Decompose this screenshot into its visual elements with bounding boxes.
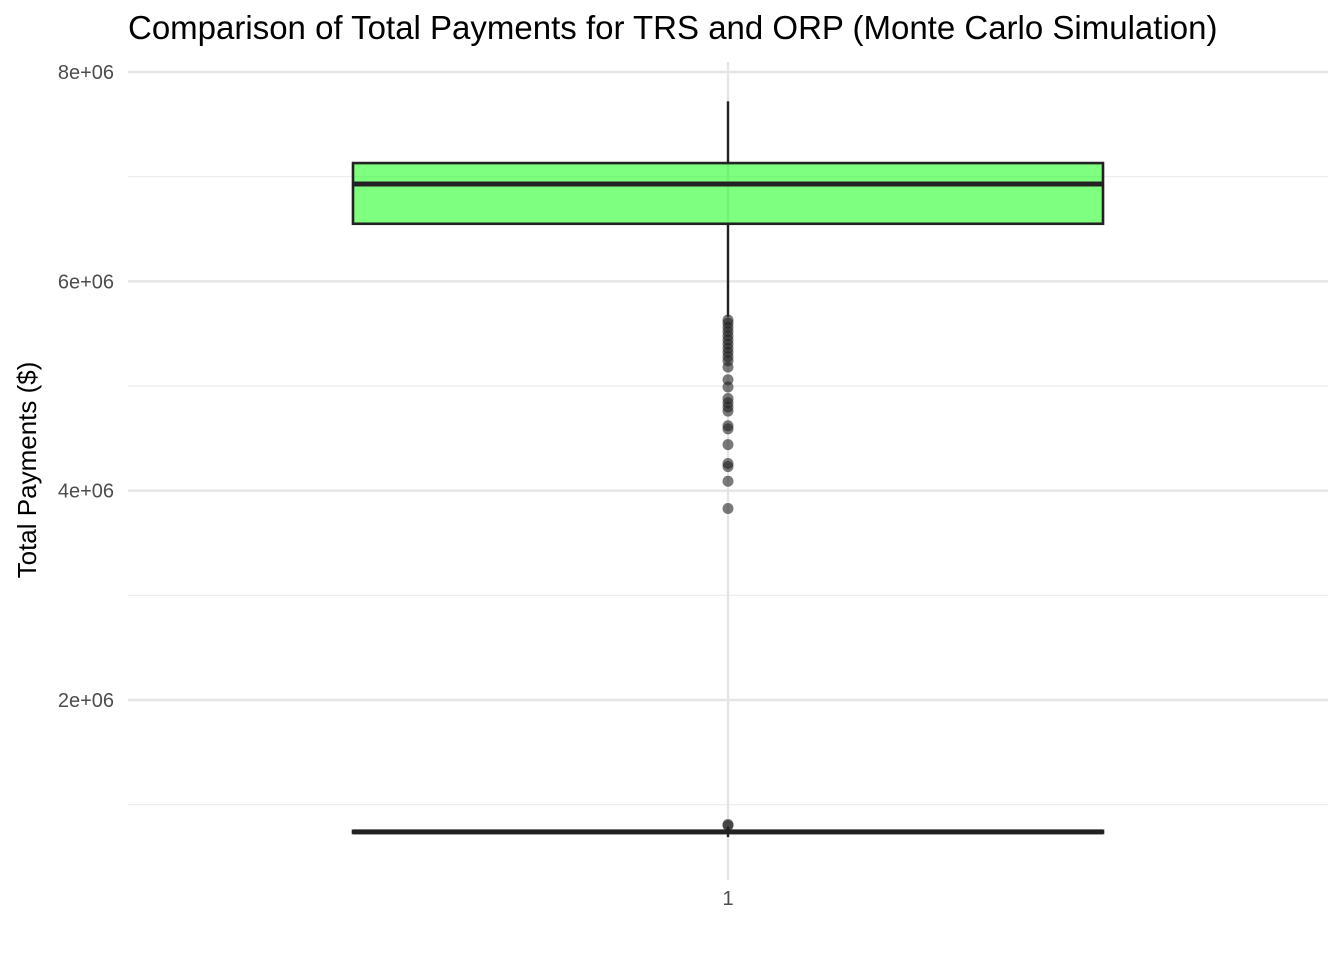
outlier-point [722, 361, 734, 373]
boxes [351, 101, 1105, 838]
y-tick-label: 6e+06 [58, 271, 114, 293]
y-tick-label: 4e+06 [58, 481, 114, 503]
outlier-point [722, 502, 734, 514]
x-tick-label: 1 [722, 888, 733, 910]
y-tick-label: 8e+06 [58, 62, 114, 84]
chart-title: Comparison of Total Payments for TRS and… [128, 9, 1217, 46]
box-iqr [351, 161, 1105, 226]
outlier-point [722, 381, 734, 393]
outlier-point [722, 461, 734, 473]
outlier-point [722, 439, 734, 451]
outlier-point [722, 423, 734, 435]
y-axis-ticks: 2e+06 4e+06 6e+06 8e+06 [58, 62, 114, 712]
x-axis-ticks: 1 [722, 888, 733, 910]
outlier-point [722, 820, 734, 832]
outlier-point [722, 405, 734, 417]
outlier-point [722, 475, 734, 487]
y-axis-label: Total Payments ($) [12, 362, 42, 579]
y-tick-label: 2e+06 [58, 690, 114, 712]
